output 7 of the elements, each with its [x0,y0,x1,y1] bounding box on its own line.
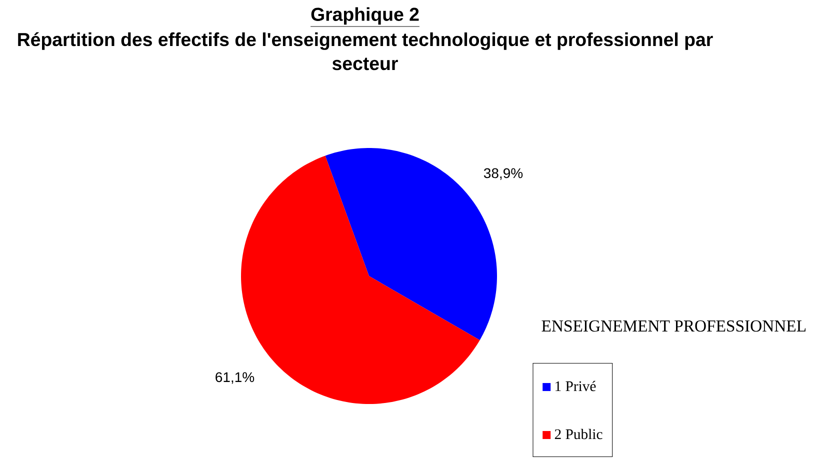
legend-title: ENSEIGNEMENT PROFESSIONNEL [542,320,806,332]
chart-title: Graphique 2 [311,7,419,25]
legend-label: 1 Privé [556,380,596,392]
data-label: 38,9% [484,168,523,180]
chart-subtitle: Répartition des effectifs de l'enseignement technologique et professionnel par secteur [18,32,713,70]
data-label: 61,1% [216,372,254,384]
legend-label: 2 Public [554,428,602,440]
